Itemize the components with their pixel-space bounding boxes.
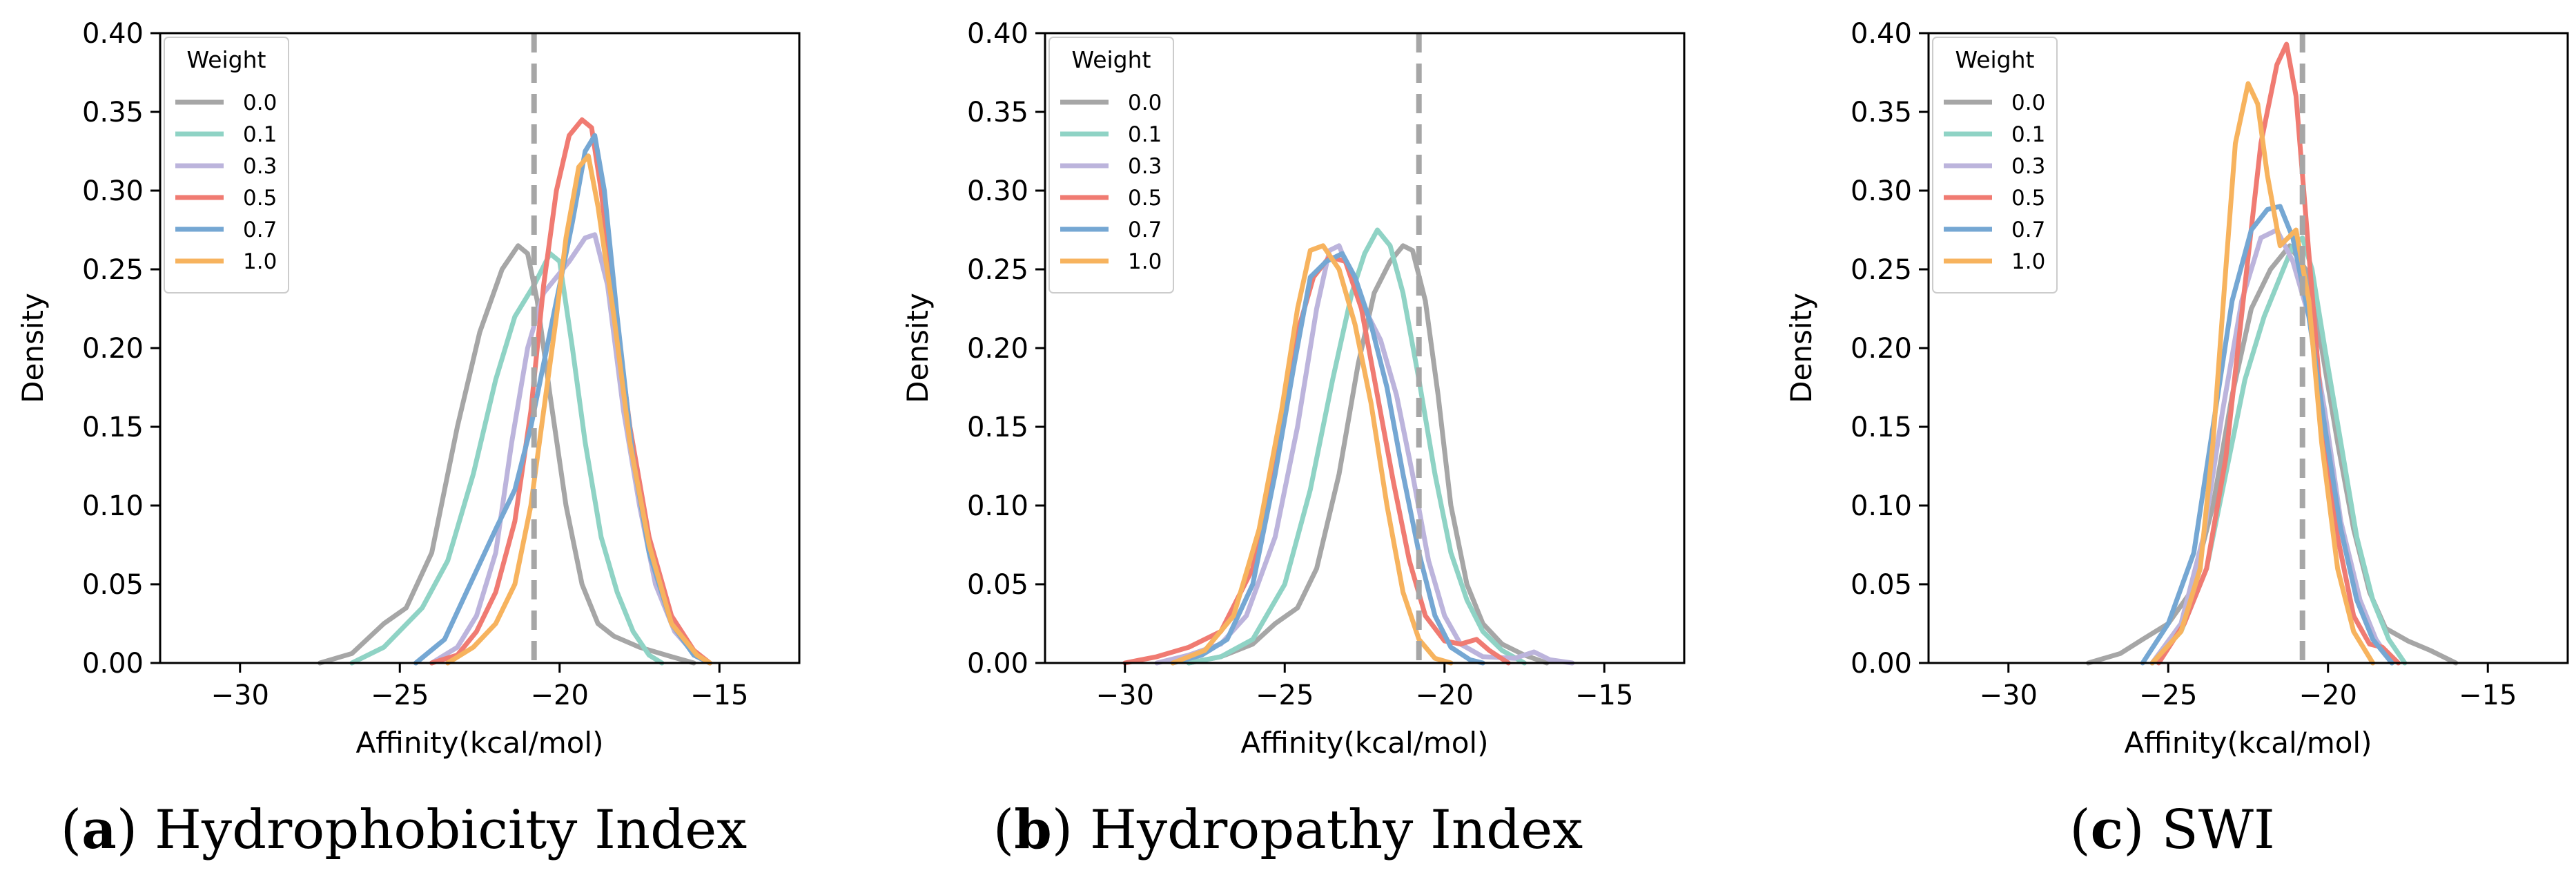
y-tick-label: 0.25: [82, 254, 144, 286]
x-tick-label: −15: [1575, 680, 1633, 711]
y-tick-label: 0.00: [967, 648, 1028, 680]
caption-letter: a: [81, 798, 117, 861]
y-tick-label: 0.20: [82, 333, 144, 365]
y-tick-label: 0.15: [967, 412, 1028, 443]
legend-label-0-0: 0.0: [1128, 90, 1162, 115]
y-axis-label: Density: [1784, 293, 1818, 403]
series-line-0-5: [2156, 41, 2401, 666]
legend-label-0-3: 0.3: [243, 154, 277, 179]
chart-panel-b: −30 −25 −20 −150.000.050.100.150.200.250.30…: [901, 18, 1686, 760]
y-axis-label: Density: [901, 293, 935, 403]
y-tick-label: 0.40: [82, 18, 144, 50]
x-tick-label: −25: [2139, 680, 2197, 711]
y-tick-label: 0.15: [1851, 412, 1912, 443]
y-axis-label: Density: [16, 293, 50, 403]
caption-a: (a) Hydrophobicity Index: [61, 798, 747, 861]
caption-close-paren: ): [1052, 799, 1090, 861]
legend-label-0-5: 0.5: [1128, 186, 1162, 211]
legend-label-0-7: 0.7: [2011, 218, 2045, 242]
caption-close-paren: ): [117, 799, 155, 861]
y-tick-label: 0.10: [967, 490, 1028, 522]
caption-letter: b: [1014, 798, 1052, 861]
series-line-0-0: [1186, 243, 1550, 666]
y-tick-label: 0.35: [1851, 97, 1912, 128]
y-tick-label: 0.35: [82, 97, 144, 128]
legend-title: Weight: [1072, 46, 1151, 73]
y-tick-label: 0.15: [82, 412, 144, 443]
series-line-0-0: [318, 243, 696, 666]
series-line-0-7: [1170, 251, 1485, 666]
x-tick-label: −25: [1256, 680, 1314, 711]
x-tick-label: −25: [371, 680, 429, 711]
y-tick-label: 0.10: [1851, 490, 1912, 522]
x-tick-label: −20: [531, 680, 589, 711]
series-line-1-0: [445, 153, 712, 666]
y-tick-label: 0.30: [82, 175, 144, 207]
x-tick-label: −20: [2299, 680, 2357, 711]
caption-open-paren: (: [61, 799, 81, 861]
legend-label-0-3: 0.3: [1128, 154, 1162, 179]
x-axis-label: Affinity(kcal/mol): [356, 726, 604, 760]
y-tick-label: 0.05: [967, 569, 1028, 601]
caption-letter: c: [2091, 798, 2124, 861]
caption-close-paren: ): [2123, 799, 2161, 861]
series-line-1-0: [2149, 81, 2376, 666]
y-tick-label: 0.20: [1851, 333, 1912, 365]
legend-title: Weight: [187, 46, 266, 73]
x-tick-label: −30: [211, 680, 269, 711]
legend-label-0-7: 0.7: [1128, 218, 1162, 242]
legend-label-0-3: 0.3: [2011, 154, 2045, 179]
y-tick-label: 0.05: [1851, 569, 1912, 601]
x-tick-label: −15: [2459, 680, 2517, 711]
y-tick-label: 0.05: [82, 569, 144, 601]
y-tick-label: 0.10: [82, 490, 144, 522]
y-tick-label: 0.30: [1851, 175, 1912, 207]
legend-label-1-0: 1.0: [1128, 249, 1162, 274]
caption-text: Hydropathy Index: [1090, 799, 1583, 861]
y-tick-label: 0.25: [967, 254, 1028, 286]
y-tick-label: 0.25: [1851, 254, 1912, 286]
legend-label-0-5: 0.5: [243, 186, 277, 211]
x-tick-label: −15: [690, 680, 748, 711]
caption-b: (b) Hydropathy Index: [993, 798, 1583, 861]
chart-panel-a: −30 −25 −20 −150.000.050.100.150.200.250.30…: [16, 18, 801, 760]
caption-open-paren: (: [993, 799, 1014, 861]
series-line-0-3: [429, 232, 712, 666]
x-tick-label: −30: [1980, 680, 2038, 711]
legend-label-0-1: 0.1: [1128, 122, 1162, 147]
x-axis-label: Affinity(kcal/mol): [2125, 726, 2372, 760]
series-line-1-0: [1170, 243, 1454, 666]
x-axis-label: Affinity(kcal/mol): [1241, 726, 1489, 760]
legend-label-0-7: 0.7: [243, 218, 277, 242]
chart-panel-c: −30 −25 −20 −150.000.050.100.150.200.250.30…: [1784, 18, 2569, 760]
legend-title: Weight: [1955, 46, 2035, 73]
y-tick-label: 0.00: [1851, 648, 1912, 680]
series-line-0-1: [1186, 227, 1527, 666]
y-tick-label: 0.30: [967, 175, 1028, 207]
y-tick-label: 0.20: [967, 333, 1028, 365]
legend-label-0-5: 0.5: [2011, 186, 2045, 211]
caption-open-paren: (: [2069, 799, 2090, 861]
caption-text: Hydrophobicity Index: [155, 799, 747, 861]
y-tick-label: 0.00: [82, 648, 144, 680]
caption-c: (c) SWI: [2069, 798, 2275, 861]
legend-label-0-0: 0.0: [2011, 90, 2045, 115]
legend-label-1-0: 1.0: [2011, 249, 2045, 274]
legend-label-0-1: 0.1: [243, 122, 277, 147]
x-tick-label: −30: [1096, 680, 1154, 711]
y-tick-label: 0.40: [1851, 18, 1912, 50]
x-tick-label: −20: [1416, 680, 1474, 711]
caption-text: SWI: [2161, 799, 2274, 861]
legend-label-1-0: 1.0: [243, 249, 277, 274]
series-line-0-7: [2140, 204, 2394, 666]
legend-label-0-0: 0.0: [243, 90, 277, 115]
y-tick-label: 0.40: [967, 18, 1028, 50]
y-tick-label: 0.35: [967, 97, 1028, 128]
legend-label-0-1: 0.1: [2011, 122, 2045, 147]
